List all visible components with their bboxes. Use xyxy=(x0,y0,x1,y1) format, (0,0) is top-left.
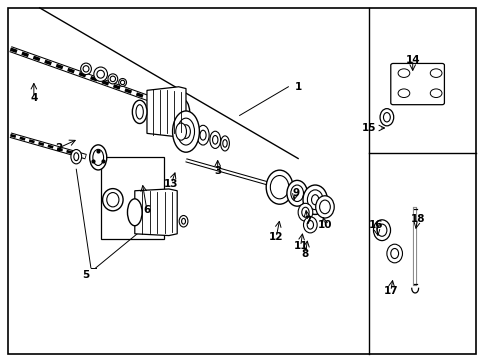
Ellipse shape xyxy=(119,78,126,86)
Ellipse shape xyxy=(200,130,205,140)
Ellipse shape xyxy=(127,199,142,226)
Text: 5: 5 xyxy=(82,270,89,280)
Ellipse shape xyxy=(223,140,227,147)
Ellipse shape xyxy=(197,125,209,145)
Ellipse shape xyxy=(97,70,104,78)
Text: 1: 1 xyxy=(294,82,301,92)
Polygon shape xyxy=(135,189,177,235)
Ellipse shape xyxy=(301,207,308,217)
Ellipse shape xyxy=(265,170,292,204)
Text: 7: 7 xyxy=(304,216,311,226)
Text: 4: 4 xyxy=(30,93,38,103)
Text: 17: 17 xyxy=(383,286,397,296)
Ellipse shape xyxy=(373,220,390,240)
Ellipse shape xyxy=(209,131,220,148)
Text: 10: 10 xyxy=(317,220,331,230)
Ellipse shape xyxy=(298,203,312,221)
Ellipse shape xyxy=(303,185,327,215)
Ellipse shape xyxy=(83,66,89,72)
Ellipse shape xyxy=(94,67,107,81)
Ellipse shape xyxy=(93,149,103,166)
Ellipse shape xyxy=(303,217,317,233)
Ellipse shape xyxy=(179,216,187,227)
Text: 16: 16 xyxy=(368,220,383,230)
Ellipse shape xyxy=(183,118,198,141)
Ellipse shape xyxy=(136,105,143,119)
Text: 9: 9 xyxy=(291,188,299,198)
Ellipse shape xyxy=(220,136,229,151)
Polygon shape xyxy=(147,87,185,137)
Text: 3: 3 xyxy=(214,166,221,176)
Ellipse shape xyxy=(102,189,123,211)
Ellipse shape xyxy=(270,176,288,199)
Ellipse shape xyxy=(175,123,186,140)
Ellipse shape xyxy=(181,125,190,138)
Ellipse shape xyxy=(390,248,398,258)
Text: 18: 18 xyxy=(409,215,424,224)
Ellipse shape xyxy=(81,63,91,75)
Ellipse shape xyxy=(311,195,318,205)
Text: 11: 11 xyxy=(293,241,307,251)
Text: 13: 13 xyxy=(164,179,178,189)
Ellipse shape xyxy=(306,221,313,229)
Text: 12: 12 xyxy=(268,232,283,242)
FancyBboxPatch shape xyxy=(390,63,444,105)
Text: 15: 15 xyxy=(361,123,375,133)
Ellipse shape xyxy=(132,100,147,123)
Ellipse shape xyxy=(177,118,194,145)
Polygon shape xyxy=(101,157,163,239)
Text: 6: 6 xyxy=(143,206,150,216)
Ellipse shape xyxy=(74,153,79,161)
Ellipse shape xyxy=(110,76,115,82)
Ellipse shape xyxy=(315,196,333,218)
Ellipse shape xyxy=(108,74,118,84)
Ellipse shape xyxy=(120,80,124,85)
Ellipse shape xyxy=(290,185,303,202)
Ellipse shape xyxy=(71,149,81,164)
Ellipse shape xyxy=(172,98,189,125)
Ellipse shape xyxy=(106,193,119,207)
Ellipse shape xyxy=(383,113,389,122)
Ellipse shape xyxy=(379,109,393,126)
Ellipse shape xyxy=(386,244,402,263)
Ellipse shape xyxy=(307,190,323,210)
Ellipse shape xyxy=(212,135,218,144)
Ellipse shape xyxy=(89,145,106,170)
Ellipse shape xyxy=(187,124,194,136)
Text: 8: 8 xyxy=(301,248,308,258)
Text: 14: 14 xyxy=(405,55,419,65)
Ellipse shape xyxy=(376,224,386,236)
Ellipse shape xyxy=(172,111,199,152)
Text: 2: 2 xyxy=(56,143,62,153)
Ellipse shape xyxy=(319,200,330,214)
Ellipse shape xyxy=(286,180,307,206)
Ellipse shape xyxy=(181,219,185,224)
